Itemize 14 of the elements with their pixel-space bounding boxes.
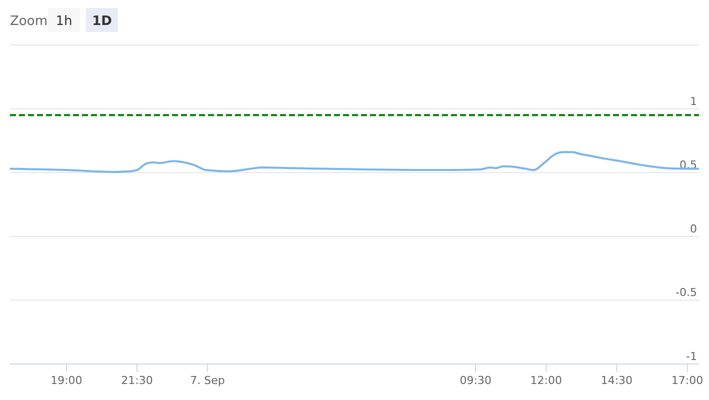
y-tick-label: 1 (690, 94, 697, 108)
y-tick-label: -1 (686, 350, 697, 363)
x-tick-label: 7. Sep (190, 374, 225, 387)
x-tick-label: 09:30 (460, 374, 492, 387)
x-tick-label: 12:00 (530, 374, 562, 387)
x-tick-label: 14:30 (600, 374, 633, 387)
x-tick-label: 19:00 (50, 374, 82, 387)
x-tick-label: 17:00 (671, 374, 704, 387)
y-tick-label: -0.5 (676, 286, 697, 300)
zoom-button: 1h (48, 8, 80, 32)
text: Zoom (10, 14, 48, 29)
zoom-button: 1D (86, 8, 118, 32)
x-tick-label: 21:30 (121, 374, 153, 387)
y-tick-label: 0 (690, 222, 697, 236)
